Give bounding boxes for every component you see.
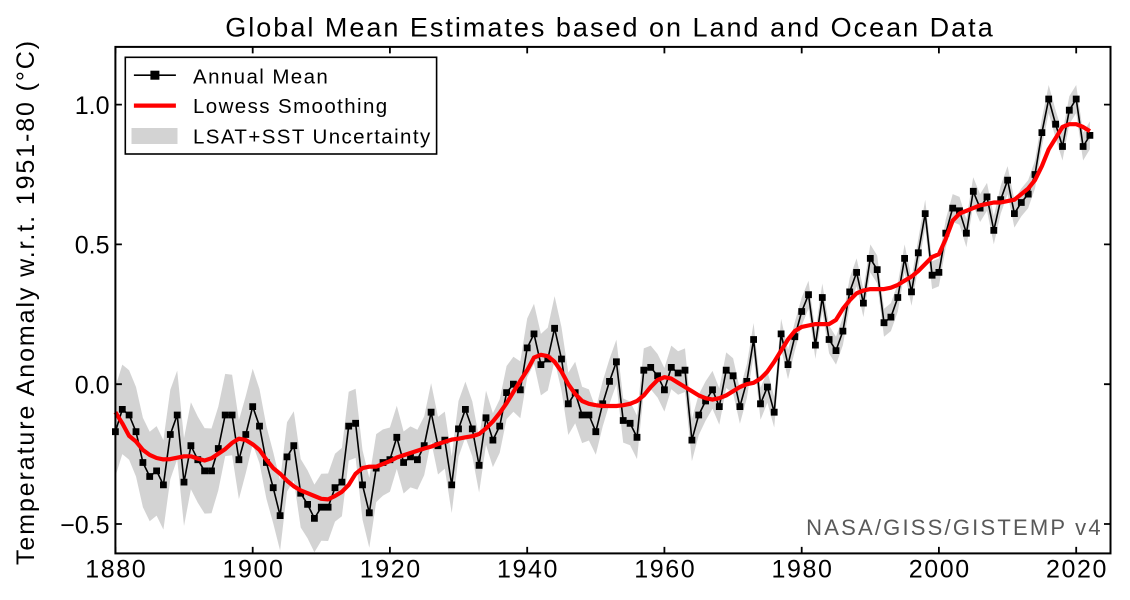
svg-text:Global Mean Estimates based on: Global Mean Estimates based on Land and … [225,13,994,43]
svg-text:0.0: 0.0 [75,372,110,400]
svg-text:0.5: 0.5 [75,232,110,260]
svg-text:LSAT+SST Uncertainty: LSAT+SST Uncertainty [193,125,432,148]
svg-text:Annual Mean: Annual Mean [193,65,329,88]
svg-text:2020: 2020 [1046,556,1108,584]
svg-text:1940: 1940 [497,556,559,584]
svg-text:−0.5: −0.5 [60,511,109,539]
svg-text:1980: 1980 [771,556,833,584]
svg-text:1900: 1900 [222,556,284,584]
svg-text:Temperature Anomaly w.r.t. 195: Temperature Anomaly w.r.t. 1951-80 (°C) [12,39,40,565]
svg-text:1960: 1960 [634,556,696,584]
svg-text:NASA/GISS/GISTEMP v4: NASA/GISS/GISTEMP v4 [806,515,1103,540]
svg-text:2000: 2000 [909,556,971,584]
svg-text:1.0: 1.0 [75,92,110,120]
svg-text:1880: 1880 [85,556,147,584]
svg-text:Lowess Smoothing: Lowess Smoothing [193,95,389,118]
svg-text:1920: 1920 [360,556,422,584]
